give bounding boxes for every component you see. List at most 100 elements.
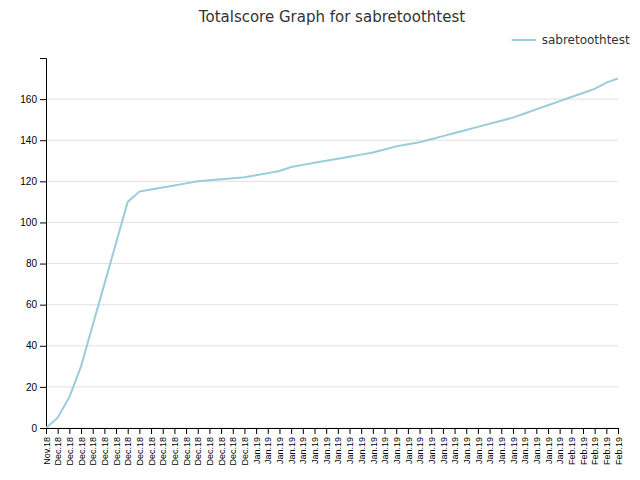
x-tick: Jan.19 xyxy=(439,428,449,464)
x-tick-mark xyxy=(104,428,105,434)
x-tick-label: Dec.18 xyxy=(170,437,180,466)
x-tick-label: Feb.19 xyxy=(567,437,577,465)
x-tick-mark xyxy=(279,428,280,434)
x-tick: Jan.19 xyxy=(369,428,379,464)
x-tick-mark xyxy=(69,428,70,434)
legend: sabretoothtest xyxy=(512,33,630,47)
x-tick-label: Jan.19 xyxy=(415,437,425,464)
x-tick-label: Dec.18 xyxy=(147,437,157,466)
x-tick-label: Feb.19 xyxy=(614,437,624,465)
x-tick-mark xyxy=(513,428,514,434)
grid-line xyxy=(46,222,618,223)
x-tick: Feb.19 xyxy=(614,428,624,465)
x-tick-label: Feb.19 xyxy=(579,437,589,465)
x-tick: Dec.18 xyxy=(228,428,238,466)
y-tick: 160 xyxy=(20,94,46,105)
x-tick-mark xyxy=(303,428,304,434)
x-tick-mark xyxy=(209,428,210,434)
x-tick-label: Jan.19 xyxy=(427,437,437,464)
x-tick-label: Jan.19 xyxy=(298,437,308,464)
x-tick: Dec.18 xyxy=(147,428,157,466)
x-tick-label: Jan.19 xyxy=(474,437,484,464)
x-tick: Jan.19 xyxy=(333,428,343,464)
x-tick: Jan.19 xyxy=(474,428,484,464)
x-tick-label: Jan.19 xyxy=(287,437,297,464)
x-tick: Jan.19 xyxy=(357,428,367,464)
x-tick: Feb.19 xyxy=(590,428,600,465)
x-tick-label: Feb.19 xyxy=(590,437,600,465)
x-tick-mark xyxy=(256,428,257,434)
x-tick-mark xyxy=(81,428,82,434)
x-tick: Feb.19 xyxy=(579,428,589,465)
x-tick-mark xyxy=(163,428,164,434)
x-tick: Jan.19 xyxy=(310,428,320,464)
x-tick-mark xyxy=(350,428,351,434)
y-tick: 0 xyxy=(31,423,46,434)
x-tick-mark xyxy=(443,428,444,434)
series-group xyxy=(46,79,618,428)
x-tick: Jan.19 xyxy=(427,428,437,464)
x-tick-mark xyxy=(583,428,584,434)
x-tick-mark xyxy=(244,428,245,434)
x-tick-label: Dec.18 xyxy=(53,437,63,466)
grid-line xyxy=(46,99,618,100)
x-tick-label: Jan.19 xyxy=(450,437,460,464)
x-axis: Nov.18Dec.18Dec.18Dec.18Dec.18Dec.18Dec.… xyxy=(42,428,624,466)
x-tick: Dec.18 xyxy=(77,428,87,466)
x-tick-mark xyxy=(128,428,129,434)
x-tick-mark xyxy=(466,428,467,434)
y-tick-label: 140 xyxy=(20,135,37,146)
x-tick: Jan.19 xyxy=(392,428,402,464)
x-tick: Dec.18 xyxy=(205,428,215,466)
x-tick: Dec.18 xyxy=(240,428,250,466)
x-tick: Jan.19 xyxy=(555,428,565,464)
x-tick: Jan.19 xyxy=(298,428,308,464)
x-tick-mark xyxy=(455,428,456,434)
series-line xyxy=(46,79,618,428)
x-tick-label: Dec.18 xyxy=(100,437,110,466)
x-tick-label: Jan.19 xyxy=(555,437,565,464)
x-tick: Jan.19 xyxy=(450,428,460,464)
x-tick: Jan.19 xyxy=(462,428,472,464)
x-tick-mark xyxy=(478,428,479,434)
x-tick: Jan.19 xyxy=(415,428,425,464)
x-tick-label: Dec.18 xyxy=(217,437,227,466)
x-tick-mark xyxy=(221,428,222,434)
y-tick-label: 60 xyxy=(26,299,38,310)
y-tick-label: 80 xyxy=(26,258,38,269)
x-tick-mark xyxy=(420,428,421,434)
x-tick-label: Jan.19 xyxy=(439,437,449,464)
x-tick: Jan.19 xyxy=(497,428,507,464)
x-axis-line xyxy=(47,429,619,435)
legend-label: sabretoothtest xyxy=(542,33,630,47)
x-tick: Dec.18 xyxy=(193,428,203,466)
x-tick: Jan.19 xyxy=(380,428,390,464)
x-tick-mark xyxy=(291,428,292,434)
x-tick: Jan.19 xyxy=(322,428,332,464)
y-tick-label: 40 xyxy=(26,340,38,351)
x-tick-label: Jan.19 xyxy=(509,437,519,464)
x-tick-label: Jan.19 xyxy=(357,437,367,464)
y-tick-mark xyxy=(40,387,46,388)
x-tick-mark xyxy=(501,428,502,434)
x-tick-label: Dec.18 xyxy=(77,437,87,466)
y-tick: 80 xyxy=(26,258,46,269)
x-tick-mark xyxy=(326,428,327,434)
x-tick: Jan.19 xyxy=(252,428,262,464)
x-tick: Dec.18 xyxy=(65,428,75,466)
title: Totalscore Graph for sabretoothtest xyxy=(198,8,465,26)
x-tick-label: Dec.18 xyxy=(193,437,203,466)
y-tick-mark xyxy=(40,181,46,182)
x-tick: Jan.19 xyxy=(485,428,495,464)
x-tick: Feb.19 xyxy=(602,428,612,465)
y-tick-label: 120 xyxy=(20,176,37,187)
x-tick-label: Dec.18 xyxy=(135,437,145,466)
x-tick-mark xyxy=(116,428,117,434)
x-tick-label: Feb.19 xyxy=(602,437,612,465)
x-tick: Dec.18 xyxy=(170,428,180,466)
x-tick-label: Nov.18 xyxy=(42,437,52,465)
x-tick: Dec.18 xyxy=(217,428,227,466)
x-tick-label: Jan.19 xyxy=(252,437,262,464)
x-tick-label: Dec.18 xyxy=(240,437,250,466)
x-tick-mark xyxy=(431,428,432,434)
